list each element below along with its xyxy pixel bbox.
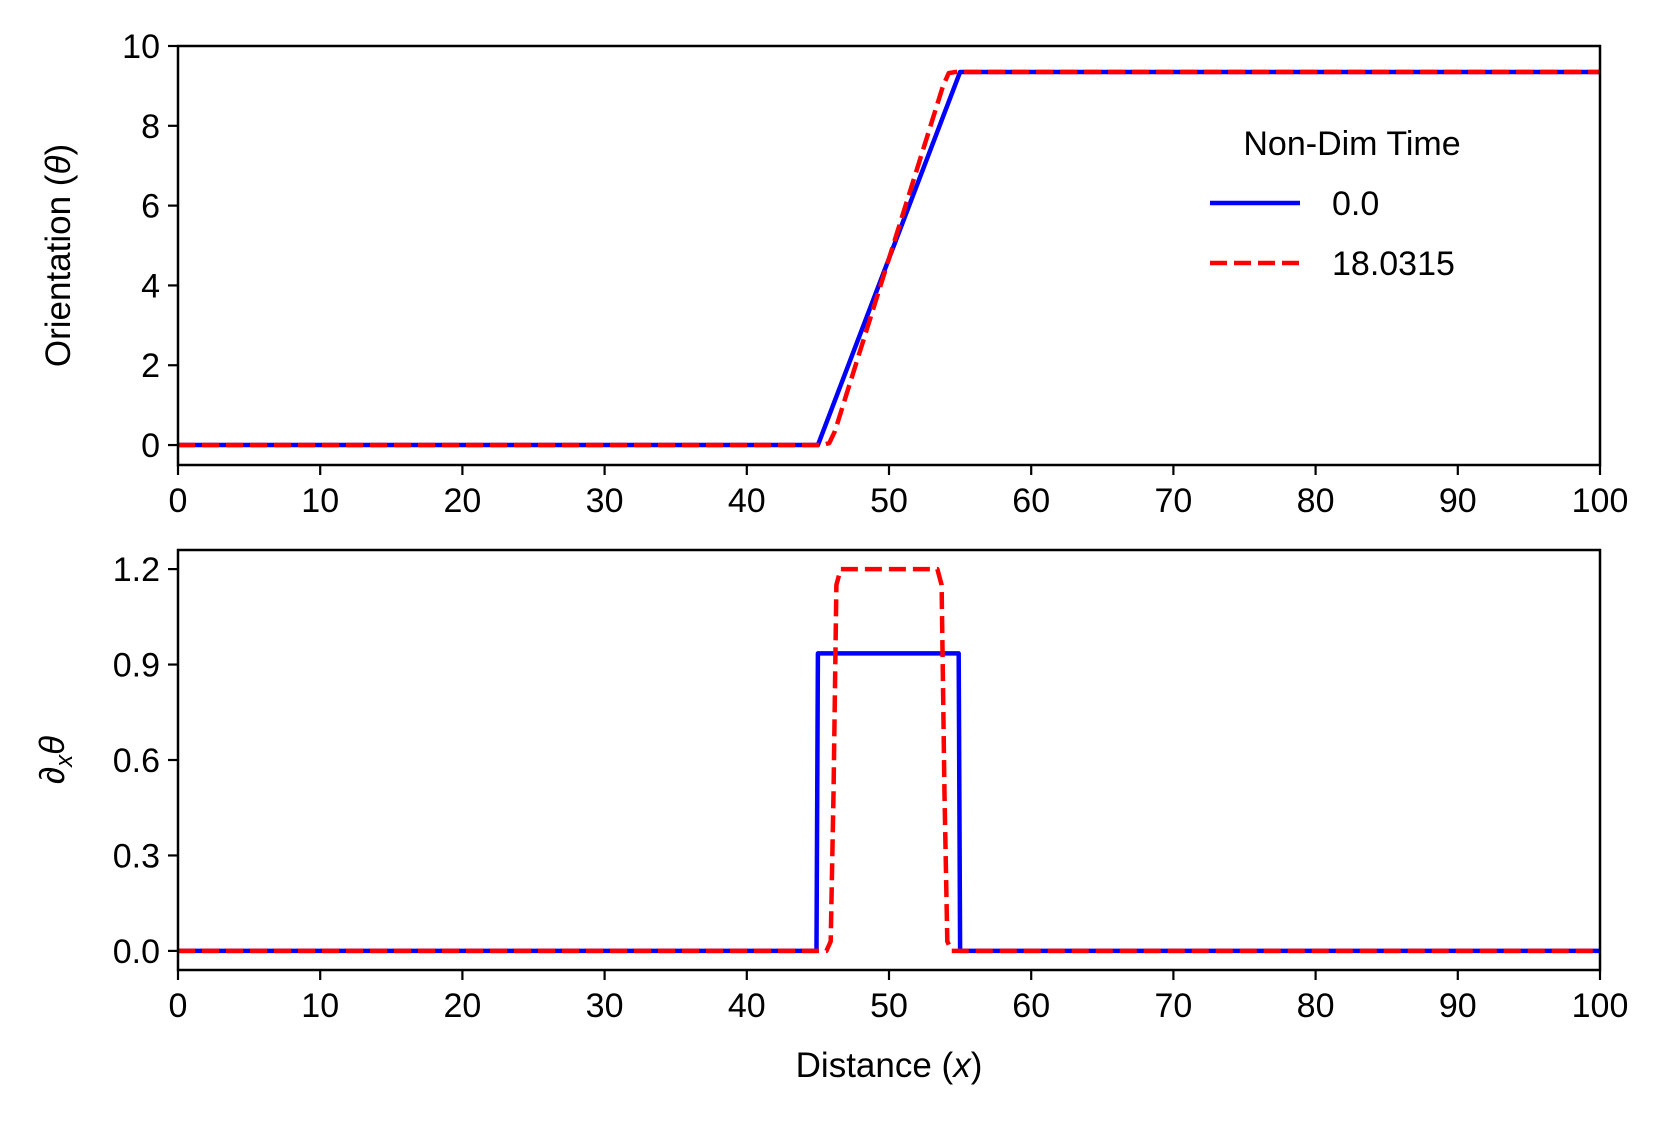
- x-tick-label: 30: [586, 482, 624, 520]
- x-tick-label: 60: [1012, 987, 1050, 1025]
- legend-title: Non-Dim Time: [1243, 125, 1460, 163]
- x-tick-label: 70: [1154, 482, 1192, 520]
- x-tick-label: 40: [728, 987, 766, 1025]
- y-axis-label-var: θ: [39, 156, 78, 175]
- y-tick-label: 1.2: [113, 551, 160, 589]
- y-tick-label: 0.9: [113, 647, 160, 685]
- y-axis-label: Orientation (θ): [39, 144, 78, 367]
- x-tick-label: 0: [169, 987, 188, 1025]
- legend: Non-Dim Time 0.0 18.0315: [1210, 125, 1461, 283]
- y-axis-label-close: ): [39, 144, 78, 156]
- y-tick-label: 0.6: [113, 742, 160, 780]
- series-line-time-18: [178, 566, 1600, 954]
- x-tick-label: 10: [301, 482, 339, 520]
- y-tick-label: 8: [141, 108, 160, 146]
- x-tick-label: 20: [443, 482, 481, 520]
- y-tick-label: 0: [141, 427, 160, 465]
- y-axis-label: ∂xθ: [33, 736, 78, 784]
- x-tick-label: 0: [169, 482, 188, 520]
- y-tick-label: 2: [141, 347, 160, 385]
- y-tick-label: 10: [122, 28, 160, 66]
- y-tick-label: 6: [141, 188, 160, 226]
- y-axis-label-var: θ: [33, 736, 72, 755]
- series-line-time-18: [178, 69, 1600, 448]
- chart-panel-1: 0 10 20 30 40 50 60 70 80 90 100 0 2 4 6 8 10 Orientation…: [39, 28, 1628, 520]
- y-axis-label-partial: ∂: [33, 767, 72, 784]
- y-axis-label-sub: x: [51, 754, 78, 768]
- y-tick-label: 0.3: [113, 837, 160, 875]
- x-axis-label: Distance (x): [796, 1046, 983, 1085]
- x-axis-label-text: Distance (: [796, 1046, 954, 1085]
- legend-label-1: 0.0: [1332, 185, 1379, 223]
- x-tick-label: 90: [1439, 482, 1477, 520]
- x-axis-label-var: x: [951, 1046, 972, 1085]
- x-tick-label: 90: [1439, 987, 1477, 1025]
- x-tick-label: 70: [1154, 987, 1192, 1025]
- x-tick-label: 30: [586, 987, 624, 1025]
- x-tick-label: 100: [1572, 987, 1629, 1025]
- x-axis-label-close: ): [971, 1046, 983, 1085]
- x-tick-label: 20: [443, 987, 481, 1025]
- legend-label-2: 18.0315: [1332, 245, 1455, 283]
- chart-panel-2: 0 10 20 30 40 50 60 70 80 90 1000.00.30.60.91.2∂xθ…: [33, 548, 1629, 1085]
- x-tick-label: 40: [728, 482, 766, 520]
- x-tick-label: 50: [870, 482, 908, 520]
- x-tick-label: 100: [1572, 482, 1629, 520]
- y-tick-label: 4: [141, 267, 160, 305]
- y-axis-label-text: Orientation (: [39, 174, 78, 367]
- x-tick-label: 50: [870, 987, 908, 1025]
- x-tick-label: 80: [1297, 987, 1335, 1025]
- x-tick-label: 60: [1012, 482, 1050, 520]
- x-tick-label: 80: [1297, 482, 1335, 520]
- y-tick-label: 0.0: [113, 933, 160, 971]
- x-tick-label: 10: [301, 987, 339, 1025]
